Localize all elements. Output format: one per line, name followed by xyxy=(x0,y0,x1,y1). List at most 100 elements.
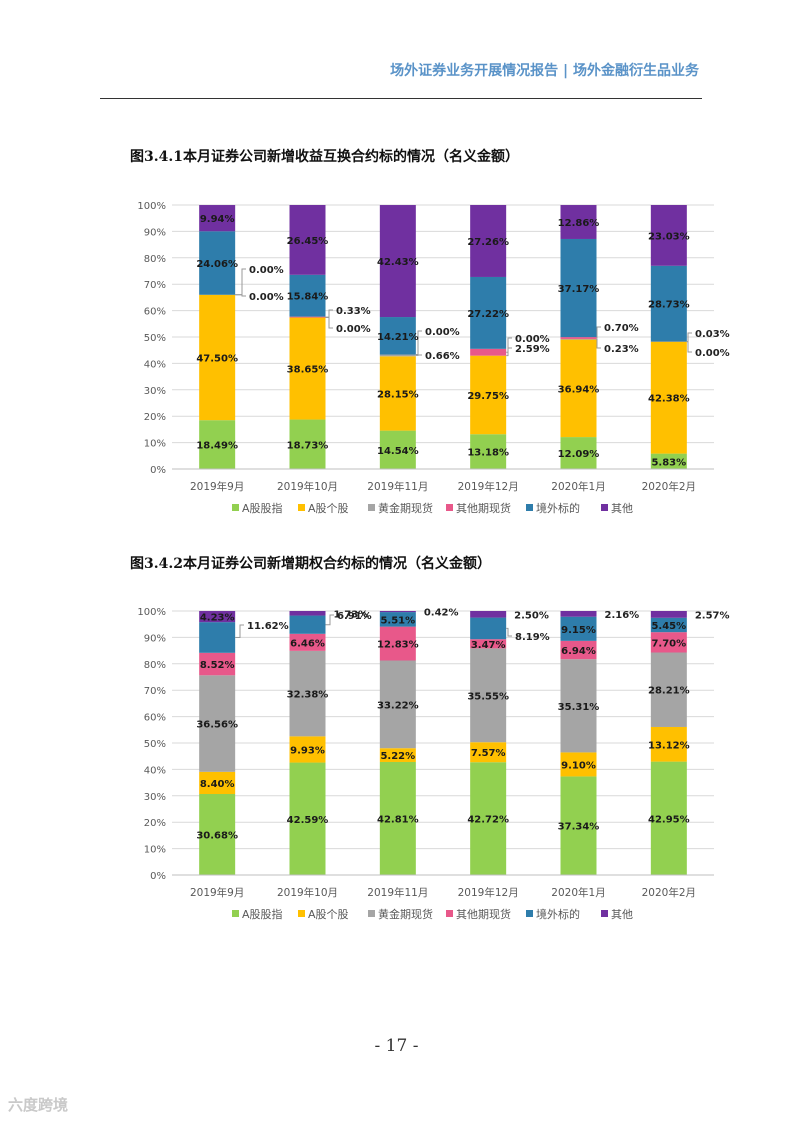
legend-swatch xyxy=(526,504,533,511)
bar-segment xyxy=(289,274,326,317)
data-label: 47.50% xyxy=(196,353,238,364)
bar-segment xyxy=(560,776,597,875)
y-tick-label: 50% xyxy=(144,333,166,344)
x-tick-label: 2020年1月 xyxy=(551,480,605,493)
bar-segment xyxy=(379,612,416,627)
x-tick-label: 2019年9月 xyxy=(190,886,244,899)
bar-segment xyxy=(379,761,416,875)
bar-segment xyxy=(289,419,326,469)
y-tick-label: 40% xyxy=(144,359,166,370)
bar-segment xyxy=(199,794,236,875)
bar-segment xyxy=(199,771,236,795)
legend-label: 其他 xyxy=(611,908,633,921)
data-label: 36.94% xyxy=(558,384,600,395)
bar-segment xyxy=(560,205,597,239)
data-label: 42.38% xyxy=(648,394,690,405)
bar-segment xyxy=(650,611,687,618)
bar-segment xyxy=(470,617,507,640)
bar-segment xyxy=(199,205,236,232)
bar-segment xyxy=(379,660,416,749)
legend-label: 境外标的 xyxy=(536,907,580,921)
bar-segment xyxy=(289,736,326,763)
data-label: 0.00% xyxy=(249,292,284,303)
data-label: 37.17% xyxy=(558,284,600,295)
bar-segment xyxy=(289,317,326,420)
data-label: 12.86% xyxy=(558,218,600,229)
y-tick-label: 30% xyxy=(144,792,166,803)
figure-1-title: 图3.4.1本月证券公司新增收益互换合约标的情况（名义金额） xyxy=(130,149,519,165)
bar-segment xyxy=(470,611,507,618)
bar-segment xyxy=(289,205,326,275)
data-label: 0.66% xyxy=(425,351,460,362)
y-tick-label: 70% xyxy=(144,280,166,291)
data-label: 2.50% xyxy=(514,610,549,621)
bar-segment xyxy=(289,615,326,634)
data-label: 5.45% xyxy=(651,621,686,632)
x-tick-label: 2020年2月 xyxy=(642,886,696,899)
y-tick-label: 10% xyxy=(144,439,166,450)
bar-segment xyxy=(560,337,597,339)
legend-swatch xyxy=(368,504,375,511)
y-tick-label: 50% xyxy=(144,739,166,750)
label-leader-line xyxy=(686,332,692,343)
label-leader-line xyxy=(325,614,334,626)
bar-segment xyxy=(560,437,597,469)
data-label: 9.15% xyxy=(561,625,596,636)
figure-2-title: 图3.4.2本月证券公司新增期权合约标的情况（名义金额） xyxy=(130,556,491,572)
bar-segment xyxy=(289,611,326,616)
y-tick-label: 20% xyxy=(144,818,166,829)
y-tick-label: 100% xyxy=(137,201,166,212)
bar-segment xyxy=(379,748,416,762)
data-label: 42.95% xyxy=(648,814,690,825)
data-label: 30.68% xyxy=(196,831,238,842)
bar-segment xyxy=(560,752,597,777)
data-label: 42.72% xyxy=(467,815,509,826)
data-label: 23.03% xyxy=(648,231,690,242)
legend-label: 境外标的 xyxy=(536,501,580,515)
bar-segment xyxy=(560,659,597,753)
bar-segment xyxy=(289,650,326,737)
x-tick-label: 2019年10月 xyxy=(277,480,338,493)
legend-swatch xyxy=(298,504,305,511)
bar-segment xyxy=(650,761,687,875)
data-label: 32.38% xyxy=(287,690,329,701)
bar-segment xyxy=(560,338,597,340)
bar-segment xyxy=(199,294,236,421)
data-label: 3.47% xyxy=(471,640,506,651)
data-label: 12.83% xyxy=(377,640,419,651)
bar-segment xyxy=(470,434,507,469)
label-leader-line xyxy=(235,268,246,296)
legend-label: A股股指 xyxy=(242,907,283,921)
label-leader-line xyxy=(325,317,333,329)
legend-label: 其他 xyxy=(611,502,633,515)
legend-swatch xyxy=(232,910,239,917)
bar-segment xyxy=(560,616,597,641)
data-label: 0.42% xyxy=(424,608,459,619)
data-label: 0.00% xyxy=(336,324,371,335)
data-label: 28.21% xyxy=(648,686,690,697)
data-label: 12.09% xyxy=(558,449,600,460)
data-label: 13.18% xyxy=(467,448,509,459)
data-label: 2.16% xyxy=(605,610,640,621)
legend-swatch xyxy=(601,504,608,511)
bar-segment xyxy=(470,276,507,349)
label-leader-line xyxy=(686,341,692,353)
data-label: 14.54% xyxy=(377,446,419,457)
bar-segment xyxy=(470,762,507,875)
bar-segment xyxy=(379,317,416,355)
legend-label: A股个股 xyxy=(308,908,349,921)
legend-swatch xyxy=(446,504,453,511)
y-tick-label: 0% xyxy=(150,871,166,882)
data-label: 7.70% xyxy=(651,638,686,649)
data-label: 1.73% xyxy=(334,609,369,620)
x-tick-label: 2019年9月 xyxy=(190,480,244,493)
bar-segment xyxy=(379,205,416,318)
chart-option-underlyings: 0% 10% 20% 30% 40% 50% 60% 70% 80% 90% 100% 30.68% 8… xyxy=(137,607,729,921)
data-label: 8.52% xyxy=(200,660,235,671)
bar-segment xyxy=(289,762,326,875)
data-label: 42.43% xyxy=(377,257,419,268)
bar-segment xyxy=(379,626,416,661)
bar-segment xyxy=(379,356,416,431)
bar-segment xyxy=(650,632,687,653)
legend-label: A股股指 xyxy=(242,501,283,515)
